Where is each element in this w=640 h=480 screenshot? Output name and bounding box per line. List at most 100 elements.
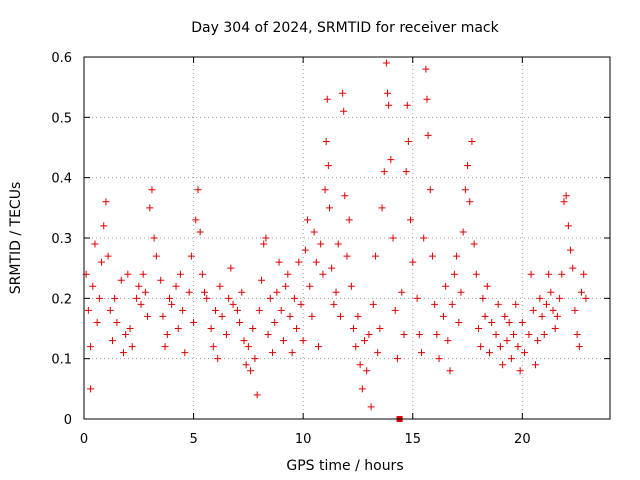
data-point [163,331,171,339]
data-point [479,294,487,302]
data-point [122,331,130,339]
y-axis-label: SRMTID / TECUs [8,182,24,295]
data-point [242,361,250,369]
data-point [152,252,160,260]
data-point [157,276,165,284]
data-point [404,137,412,145]
data-point [439,312,447,320]
data-point [553,312,561,320]
data-point [319,270,327,278]
data-point [551,325,559,332]
data-point [262,234,270,242]
data-point [446,367,454,375]
data-point [295,258,303,266]
data-point [174,325,182,332]
data-point [181,349,189,357]
data-point [330,300,338,308]
data-point [393,355,401,363]
data-point [102,198,110,206]
data-point [168,300,176,308]
data-point [380,168,388,176]
data-point [93,318,101,326]
data-point [159,312,167,320]
data-point [317,240,325,248]
data-point [536,294,544,302]
data-point [324,162,332,170]
data-point [279,337,287,345]
data-point [527,270,535,278]
data-point [133,294,141,302]
data-point [423,95,431,103]
x-axis-label: GPS time / hours [286,458,403,474]
data-point [376,325,384,332]
data-point [354,312,362,320]
data-point [165,294,173,302]
data-point [538,312,546,320]
data-point [216,282,224,290]
data-point [343,252,351,260]
data-point [481,312,489,320]
data-point [571,306,579,314]
data-point [365,331,373,339]
data-point [540,331,548,339]
data-point [341,192,349,200]
data-point [161,343,169,351]
data-point [402,168,410,176]
data-point [119,349,127,357]
data-point [315,343,323,351]
data-point [409,258,417,266]
data-point [266,294,274,302]
data-point [494,300,502,308]
data-point [212,306,219,314]
data-point [240,337,248,345]
data-point [398,288,406,296]
data-point [207,325,215,332]
y-tick-label: 0.2 [51,292,72,307]
data-point [352,343,360,351]
data-point [339,89,347,97]
data-point [106,306,114,314]
x-tick-label: 10 [295,432,312,447]
data-point [137,300,145,308]
data-point [128,343,136,351]
data-point [531,361,539,369]
data-point [496,343,504,351]
data-point [549,306,557,314]
data-point [468,137,476,145]
data-point [310,228,318,236]
data-point [233,306,241,314]
data-point [485,349,493,357]
data-point [488,318,496,326]
data-point [413,294,421,302]
data-point [453,252,461,260]
data-point [582,294,590,302]
data-point [198,270,206,278]
grid-lines [84,57,610,419]
data-point [126,325,134,332]
data-point [323,95,331,103]
data-point [286,312,294,320]
data-point [361,337,369,345]
data-point [249,325,257,332]
data-point [547,288,555,296]
data-point [172,282,180,290]
data-point [418,349,426,357]
data-point [214,355,222,363]
y-tick-label: 0.5 [51,111,72,126]
data-point [282,282,290,290]
data-point [389,234,397,242]
data-point [332,288,340,296]
y-tick-label: 0.4 [51,172,72,187]
data-point [299,337,307,345]
data-point [470,240,478,248]
data-point [100,222,108,230]
data-point [108,337,116,345]
x-tick-label: 5 [189,432,197,447]
data-point [238,288,246,296]
data-point [382,59,390,67]
data-point [297,300,305,308]
data-point [89,282,97,290]
data-point [450,270,458,278]
data-point [510,331,518,339]
data-point [176,270,184,278]
